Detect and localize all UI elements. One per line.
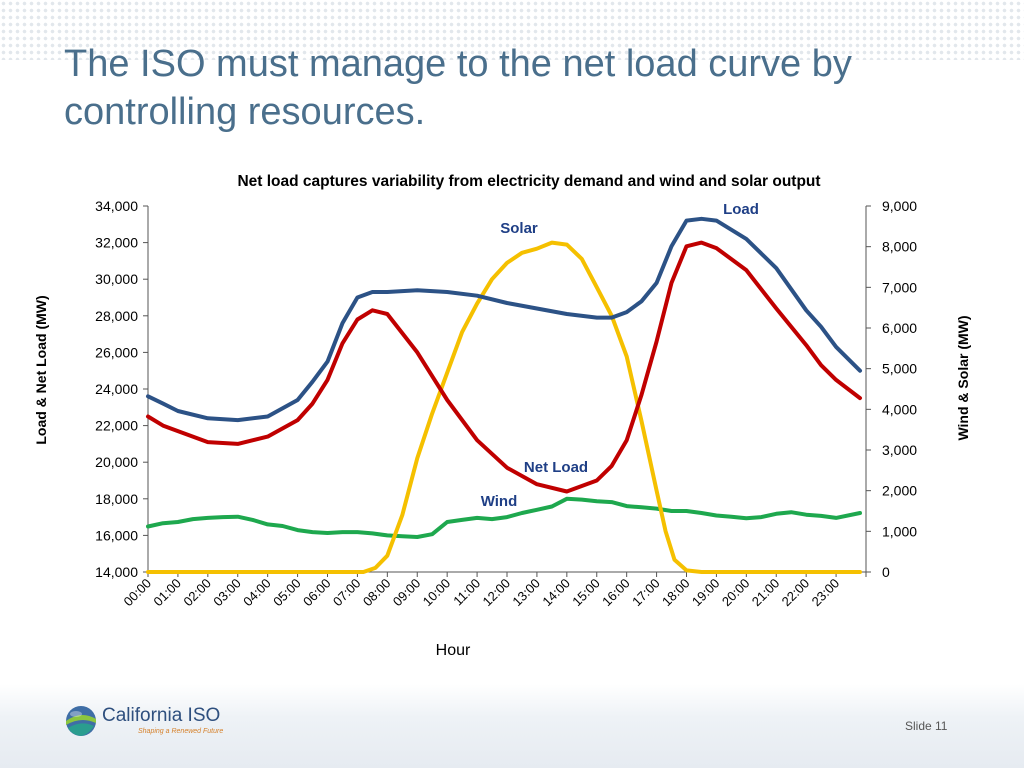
x-tick-label: 06:00 (300, 576, 334, 610)
x-tick-label: 17:00 (629, 576, 663, 610)
y-axis-label: Load & Net Load (MW) (33, 295, 49, 444)
right-tick-label: 5,000 (882, 361, 917, 377)
left-tick-label: 16,000 (95, 527, 138, 543)
series-line-net-load (146, 240, 862, 494)
x-tick-label: 20:00 (719, 576, 753, 610)
series-label: Solar (500, 220, 538, 237)
iso-globe-icon (66, 706, 96, 736)
x-axis-label: Hour (436, 642, 471, 659)
x-tick-label: 21:00 (749, 576, 783, 610)
left-tick-label: 26,000 (95, 344, 138, 360)
left-tick-label: 24,000 (95, 381, 138, 397)
x-tick-label: 11:00 (450, 576, 483, 609)
logo-name: California ISO (102, 705, 221, 726)
x-tick-label: 03:00 (210, 576, 244, 610)
right-tick-label: 6,000 (882, 320, 917, 336)
x-tick-label: 12:00 (480, 576, 514, 610)
right-tick-label: 2,000 (882, 483, 917, 499)
x-tick-label: 16:00 (599, 576, 633, 610)
x-tick-label: 07:00 (330, 576, 364, 610)
x-tick-label: 08:00 (360, 576, 394, 610)
slide-title: The ISO must manage to the net load curv… (64, 43, 852, 133)
x-tick-label: 02:00 (180, 576, 214, 610)
right-tick-label: 4,000 (882, 401, 917, 417)
left-tick-label: 14,000 (95, 564, 138, 580)
series-label: Wind (481, 493, 518, 510)
x-tick-label: 01:00 (150, 576, 184, 610)
california-iso-logo: California ISO Shaping a Renewed Future (64, 703, 224, 743)
series-line-solar (146, 240, 862, 574)
right-tick-label: 8,000 (882, 239, 917, 255)
left-tick-label: 32,000 (95, 235, 138, 251)
x-tick-label: 09:00 (390, 576, 424, 610)
y2-axis-label: Wind & Solar (MW) (955, 315, 971, 440)
x-tick-label: 23:00 (809, 576, 843, 610)
series-line-wind (146, 496, 862, 539)
series-label: Net Load (524, 459, 588, 476)
net-load-chart: Net load captures variability from elect… (33, 173, 971, 659)
footer-band (0, 684, 1024, 768)
series-line-load (146, 216, 862, 423)
x-tick-label: 22:00 (779, 576, 813, 610)
logo-tagline: Shaping a Renewed Future (138, 728, 224, 735)
x-tick-label: 04:00 (240, 576, 274, 610)
series-label: Load (723, 201, 759, 218)
right-tick-label: 3,000 (882, 442, 917, 458)
left-tick-label: 22,000 (95, 418, 138, 434)
left-tick-label: 20,000 (95, 454, 138, 470)
x-tick-label: 13:00 (509, 576, 543, 610)
left-tick-label: 34,000 (95, 198, 138, 214)
right-tick-label: 7,000 (882, 279, 917, 295)
left-tick-label: 30,000 (95, 271, 138, 287)
right-tick-label: 9,000 (882, 198, 917, 214)
slide-number: Slide 11 (905, 719, 948, 733)
x-tick-label: 05:00 (270, 576, 304, 610)
x-tick-label: 14:00 (539, 576, 573, 610)
x-tick-label: 00:00 (121, 576, 155, 610)
chart-title: Net load captures variability from elect… (237, 173, 820, 190)
x-tick-label: 15:00 (569, 576, 603, 610)
right-tick-label: 0 (882, 564, 890, 580)
decorative-dot-band (0, 0, 1024, 60)
left-tick-label: 18,000 (95, 491, 138, 507)
right-tick-label: 1,000 (882, 523, 917, 539)
left-tick-label: 28,000 (95, 308, 138, 324)
x-tick-label: 18:00 (659, 576, 693, 610)
x-tick-label: 10:00 (420, 576, 454, 610)
x-tick-label: 19:00 (689, 576, 723, 610)
